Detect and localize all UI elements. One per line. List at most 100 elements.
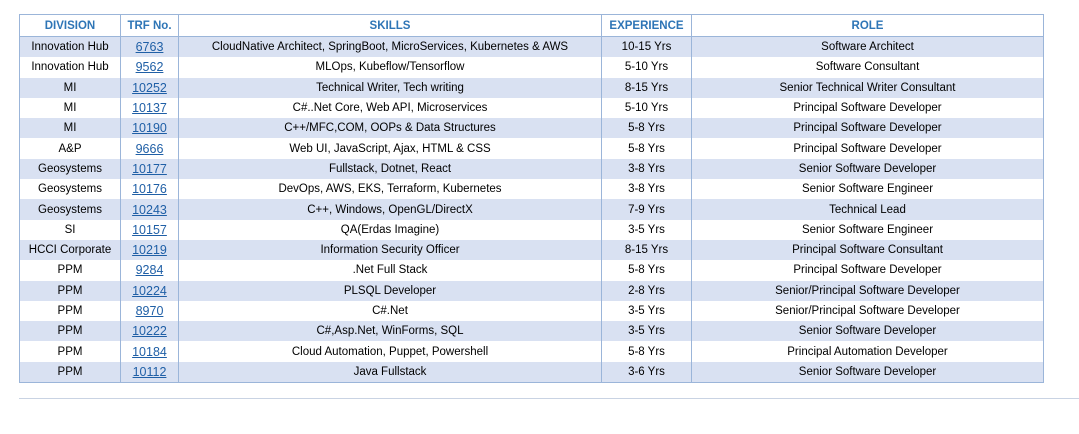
experience-cell: 5-8 Yrs bbox=[601, 341, 692, 362]
table-row: HCCI Corporate 10219 Information Security … bbox=[19, 239, 1044, 261]
role-cell: Principal Software Consultant bbox=[691, 239, 1044, 261]
skills-cell: C#..Net Core, Web API, Microservices bbox=[178, 97, 602, 119]
header-skills[interactable]: SKILLS bbox=[178, 14, 602, 37]
skills-cell: C#,Asp.Net, WinForms, SQL bbox=[178, 321, 602, 342]
bottom-divider bbox=[19, 398, 1079, 399]
header-experience[interactable]: EXPERIENCE bbox=[601, 14, 692, 37]
trf-link[interactable]: 10252 bbox=[120, 77, 179, 98]
role-cell: Senior Technical Writer Consultant bbox=[691, 77, 1044, 98]
division-cell: MI bbox=[19, 118, 121, 139]
division-cell: PPM bbox=[19, 300, 121, 322]
skills-cell: Cloud Automation, Puppet, Powershell bbox=[178, 341, 602, 362]
trf-link[interactable]: 10184 bbox=[120, 341, 179, 362]
experience-cell: 3-8 Yrs bbox=[601, 179, 692, 200]
trf-link[interactable]: 9666 bbox=[120, 138, 179, 159]
division-cell: HCCI Corporate bbox=[19, 239, 121, 261]
role-cell: Principal Automation Developer bbox=[691, 341, 1044, 362]
skills-cell: Java Fullstack bbox=[178, 361, 602, 384]
trf-link[interactable]: 10243 bbox=[120, 199, 179, 220]
header-trf[interactable]: TRF No. bbox=[120, 14, 179, 37]
trf-link[interactable]: 6763 bbox=[120, 36, 179, 58]
division-cell: PPM bbox=[19, 260, 121, 281]
division-cell: Geosystems bbox=[19, 158, 121, 180]
experience-cell: 7-9 Yrs bbox=[601, 199, 692, 220]
table-row: PPM 9284 .Net Full Stack 5-8 Yrs Principal S… bbox=[19, 260, 1044, 281]
skills-cell: MLOps, Kubeflow/Tensorflow bbox=[178, 57, 602, 78]
header-row: DIVISION TRF No. SKILLS EXPERIENCE ROLE bbox=[19, 14, 1044, 37]
job-rows: Innovation Hub 6763 CloudNative Architect,… bbox=[19, 36, 1044, 384]
trf-link[interactable]: 10176 bbox=[120, 179, 179, 200]
role-cell: Senior Software Engineer bbox=[691, 219, 1044, 240]
division-cell: PPM bbox=[19, 280, 121, 301]
skills-cell: PLSQL Developer bbox=[178, 280, 602, 301]
table-row: MI 10137 C#..Net Core, Web API, Microservi… bbox=[19, 97, 1044, 119]
table-row: PPM 10224 PLSQL Developer 2-8 Yrs Senior/Pri… bbox=[19, 280, 1044, 301]
experience-cell: 5-8 Yrs bbox=[601, 260, 692, 281]
experience-cell: 5-8 Yrs bbox=[601, 138, 692, 159]
table-row: PPM 8970 C#.Net 3-5 Yrs Senior/Principal Sof… bbox=[19, 300, 1044, 322]
trf-link[interactable]: 10222 bbox=[120, 321, 179, 342]
trf-link[interactable]: 9284 bbox=[120, 260, 179, 281]
skills-cell: Web UI, JavaScript, Ajax, HTML & CSS bbox=[178, 138, 602, 159]
table-row: Innovation Hub 6763 CloudNative Architect,… bbox=[19, 36, 1044, 58]
role-cell: Senior Software Engineer bbox=[691, 179, 1044, 200]
division-cell: Geosystems bbox=[19, 199, 121, 220]
division-cell: MI bbox=[19, 97, 121, 119]
table-row: PPM 10112 Java Fullstack 3-6 Yrs Senior Soft… bbox=[19, 361, 1044, 384]
role-cell: Senior/Principal Software Developer bbox=[691, 280, 1044, 301]
experience-cell: 8-15 Yrs bbox=[601, 239, 692, 261]
skills-cell: C++, Windows, OpenGL/DirectX bbox=[178, 199, 602, 220]
division-cell: PPM bbox=[19, 361, 121, 384]
table-row: Innovation Hub 9562 MLOps, Kubeflow/Tensor… bbox=[19, 57, 1044, 78]
trf-link[interactable]: 10177 bbox=[120, 158, 179, 180]
role-cell: Senior Software Developer bbox=[691, 158, 1044, 180]
trf-link[interactable]: 10219 bbox=[120, 239, 179, 261]
table-row: MI 10190 C++/MFC,COM, OOPs & Data Structur… bbox=[19, 118, 1044, 139]
trf-link[interactable]: 10224 bbox=[120, 280, 179, 301]
division-cell: PPM bbox=[19, 341, 121, 362]
trf-link[interactable]: 9562 bbox=[120, 57, 179, 78]
role-cell: Principal Software Developer bbox=[691, 138, 1044, 159]
role-cell: Software Architect bbox=[691, 36, 1044, 58]
experience-cell: 8-15 Yrs bbox=[601, 77, 692, 98]
division-cell: Geosystems bbox=[19, 179, 121, 200]
division-cell: Innovation Hub bbox=[19, 36, 121, 58]
trf-link[interactable]: 10112 bbox=[120, 361, 179, 384]
skills-cell: CloudNative Architect, SpringBoot, Micro… bbox=[178, 36, 602, 58]
experience-cell: 3-5 Yrs bbox=[601, 219, 692, 240]
skills-cell: QA(Erdas Imagine) bbox=[178, 219, 602, 240]
division-cell: A&P bbox=[19, 138, 121, 159]
table-row: A&P 9666 Web UI, JavaScript, Ajax, HTML & … bbox=[19, 138, 1044, 159]
trf-link[interactable]: 8970 bbox=[120, 300, 179, 322]
experience-cell: 5-10 Yrs bbox=[601, 57, 692, 78]
division-cell: MI bbox=[19, 77, 121, 98]
table-row: SI 10157 QA(Erdas Imagine) 3-5 Yrs Senior So… bbox=[19, 219, 1044, 240]
skills-cell: C#.Net bbox=[178, 300, 602, 322]
table-row: Geosystems 10177 Fullstack, Dotnet, React 3… bbox=[19, 158, 1044, 180]
division-cell: SI bbox=[19, 219, 121, 240]
skills-cell: DevOps, AWS, EKS, Terraform, Kubernetes bbox=[178, 179, 602, 200]
role-cell: Senior Software Developer bbox=[691, 361, 1044, 384]
header-division[interactable]: DIVISION bbox=[19, 14, 121, 37]
table-row: PPM 10222 C#,Asp.Net, WinForms, SQL 3-5 Yrs… bbox=[19, 321, 1044, 342]
experience-cell: 3-5 Yrs bbox=[601, 321, 692, 342]
table-row: Geosystems 10243 C++, Windows, OpenGL/Dire… bbox=[19, 199, 1044, 220]
role-cell: Principal Software Developer bbox=[691, 118, 1044, 139]
skills-cell: .Net Full Stack bbox=[178, 260, 602, 281]
division-cell: Innovation Hub bbox=[19, 57, 121, 78]
experience-cell: 10-15 Yrs bbox=[601, 36, 692, 58]
role-cell: Senior/Principal Software Developer bbox=[691, 300, 1044, 322]
experience-cell: 3-5 Yrs bbox=[601, 300, 692, 322]
job-openings-table: DIVISION TRF No. SKILLS EXPERIENCE ROLE … bbox=[19, 14, 1044, 384]
experience-cell: 5-8 Yrs bbox=[601, 118, 692, 139]
trf-link[interactable]: 10190 bbox=[120, 118, 179, 139]
header-role[interactable]: ROLE bbox=[691, 14, 1044, 37]
trf-link[interactable]: 10137 bbox=[120, 97, 179, 119]
experience-cell: 3-8 Yrs bbox=[601, 158, 692, 180]
trf-link[interactable]: 10157 bbox=[120, 219, 179, 240]
skills-cell: Technical Writer, Tech writing bbox=[178, 77, 602, 98]
skills-cell: Information Security Officer bbox=[178, 239, 602, 261]
skills-cell: C++/MFC,COM, OOPs & Data Structures bbox=[178, 118, 602, 139]
role-cell: Software Consultant bbox=[691, 57, 1044, 78]
table-row: MI 10252 Technical Writer, Tech writing 8-1… bbox=[19, 77, 1044, 98]
